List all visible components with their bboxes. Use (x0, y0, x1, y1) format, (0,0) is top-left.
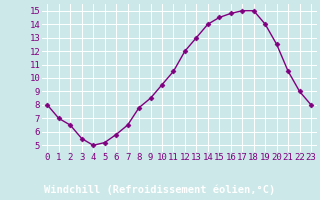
Text: Windchill (Refroidissement éolien,°C): Windchill (Refroidissement éolien,°C) (44, 184, 276, 195)
